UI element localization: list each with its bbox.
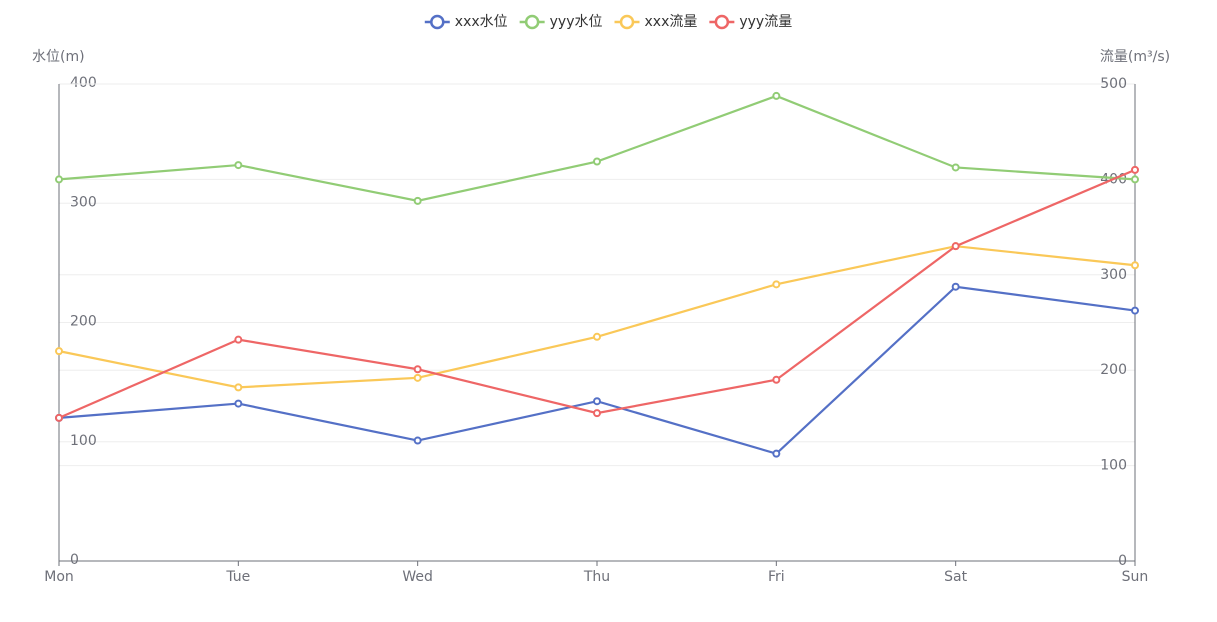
data-point bbox=[772, 449, 781, 458]
y-axis-title: 水位(m) bbox=[32, 49, 85, 65]
y-tick-label: 400 bbox=[70, 75, 97, 91]
legend-text: xxx流量 bbox=[645, 14, 698, 30]
legend-text: yyy水位 bbox=[550, 14, 603, 30]
data-point bbox=[234, 161, 243, 170]
y-tick-label: 200 bbox=[70, 314, 97, 330]
data-point bbox=[772, 375, 781, 384]
data-point bbox=[234, 335, 243, 344]
data-point bbox=[772, 91, 781, 100]
data-point bbox=[1131, 175, 1139, 184]
data-point bbox=[234, 399, 243, 408]
x-tick-label: Tue bbox=[225, 569, 250, 585]
x-tick-label: Sat bbox=[944, 569, 967, 585]
data-point bbox=[413, 365, 422, 374]
x-tick-label: Thu bbox=[583, 569, 610, 585]
legend-item[interactable]: yyy流量 bbox=[709, 14, 792, 30]
data-point bbox=[593, 409, 601, 418]
legend-text: xxx水位 bbox=[455, 14, 508, 30]
y2-tick-label: 500 bbox=[1100, 76, 1127, 92]
x-tick-label: Fri bbox=[768, 569, 785, 585]
data-point bbox=[55, 347, 63, 356]
data-point bbox=[593, 157, 601, 166]
legend-text: yyy流量 bbox=[739, 14, 792, 30]
data-point bbox=[413, 373, 422, 382]
data-point bbox=[1131, 306, 1139, 315]
x-tick-label: Mon bbox=[44, 569, 74, 585]
series-line bbox=[58, 245, 1136, 389]
data-point bbox=[951, 282, 960, 291]
y2-tick-label: 300 bbox=[1100, 267, 1127, 283]
data-point bbox=[55, 175, 63, 184]
x-tick-label: Sun bbox=[1122, 569, 1149, 585]
legend-item[interactable]: xxx水位 bbox=[424, 14, 508, 30]
y-tick-label: 300 bbox=[70, 194, 97, 210]
data-point bbox=[1131, 165, 1139, 174]
data-point bbox=[234, 383, 243, 392]
series-line bbox=[58, 168, 1136, 419]
data-point bbox=[55, 413, 63, 422]
x-tick-label: Wed bbox=[402, 569, 433, 585]
y2-axis-title: 流量(m³/s) bbox=[1100, 49, 1170, 65]
legend-item[interactable]: yyy水位 bbox=[519, 14, 603, 30]
series-line bbox=[58, 94, 1136, 202]
y-tick-label: 0 bbox=[70, 552, 79, 568]
data-point bbox=[951, 163, 960, 172]
data-point bbox=[413, 196, 422, 205]
data-point bbox=[1131, 261, 1139, 270]
legend-marker bbox=[619, 14, 635, 30]
y2-tick-label: 200 bbox=[1100, 362, 1127, 378]
data-point bbox=[951, 242, 960, 251]
data-point bbox=[413, 436, 422, 445]
y2-tick-label: 100 bbox=[1100, 458, 1127, 474]
legend-marker bbox=[430, 14, 445, 30]
data-point bbox=[593, 332, 601, 341]
legend-item[interactable]: xxx流量 bbox=[614, 14, 698, 30]
legend-marker bbox=[714, 14, 730, 30]
data-point bbox=[593, 397, 601, 406]
y-tick-label: 100 bbox=[70, 433, 97, 449]
data-point bbox=[772, 280, 781, 289]
legend-marker bbox=[524, 14, 540, 30]
